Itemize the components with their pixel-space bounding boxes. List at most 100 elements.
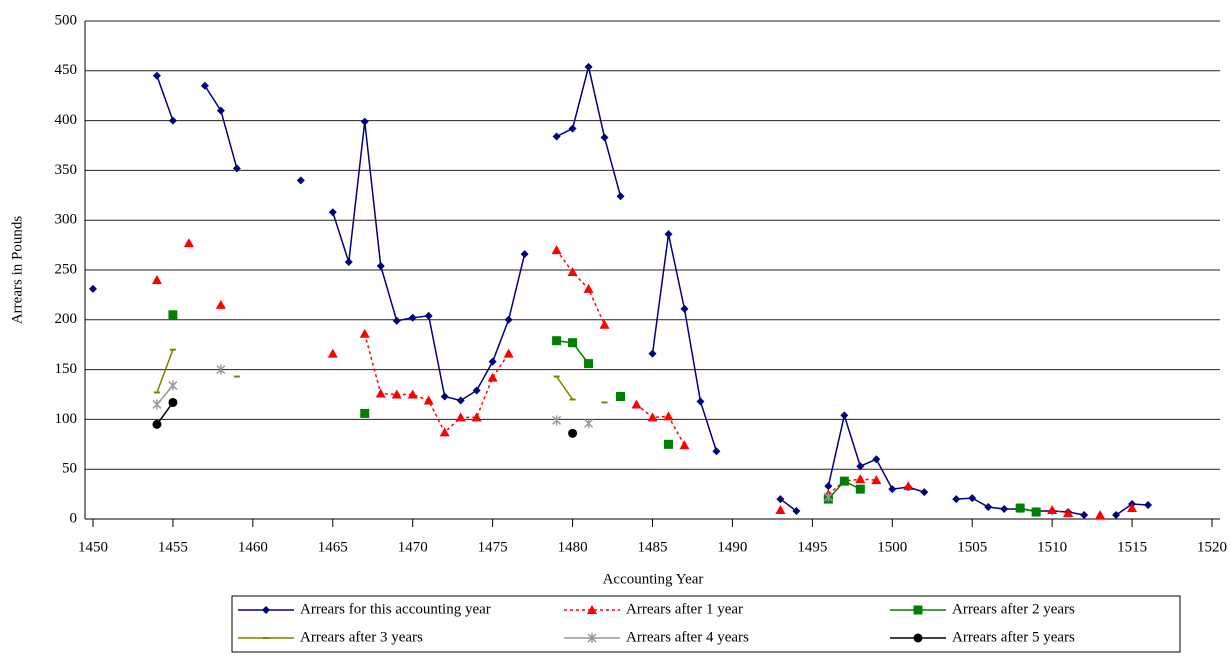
marker [913, 633, 923, 643]
series-line [556, 339, 1037, 513]
marker [503, 348, 514, 358]
marker [1000, 505, 1009, 514]
marker [360, 117, 369, 126]
marker [168, 397, 178, 407]
marker [872, 455, 881, 464]
marker [487, 372, 498, 382]
marker [488, 357, 497, 366]
marker [679, 440, 690, 450]
legend-box [231, 595, 1181, 653]
marker [151, 274, 162, 284]
marker [616, 192, 625, 201]
x-tick-label: 1485 [638, 539, 668, 555]
y-tick-label: 200 [55, 311, 78, 327]
marker [471, 412, 482, 422]
marker [152, 419, 162, 429]
x-tick-label: 1455 [158, 539, 188, 555]
marker [600, 133, 609, 142]
y-tick-label: 400 [55, 112, 78, 128]
marker [631, 399, 642, 409]
y-tick-label: 50 [62, 461, 77, 477]
marker [663, 411, 674, 421]
marker [855, 484, 865, 494]
series-line [365, 250, 1132, 513]
marker [440, 392, 449, 401]
marker [344, 258, 353, 267]
marker [984, 503, 993, 512]
marker [855, 474, 866, 484]
x-tick-label: 1465 [318, 539, 348, 555]
marker [327, 348, 338, 358]
x-axis-label: Accounting Year [603, 571, 704, 587]
marker [647, 412, 658, 422]
marker [584, 359, 594, 369]
marker [584, 418, 594, 429]
marker [776, 495, 785, 504]
x-tick-label: 1515 [1117, 539, 1147, 555]
marker [1031, 507, 1041, 517]
marker [359, 328, 370, 338]
marker [424, 311, 433, 320]
marker [520, 250, 529, 259]
legend-label: Arrears after 3 years [300, 629, 423, 645]
marker [1144, 501, 1153, 510]
series-line [157, 386, 828, 498]
x-tick-label: 1495 [797, 539, 827, 555]
marker [775, 505, 786, 515]
y-tick-label: 250 [55, 261, 78, 277]
marker [663, 439, 673, 449]
marker [455, 412, 466, 422]
marker [183, 238, 194, 248]
marker [552, 415, 562, 426]
marker [472, 386, 481, 395]
x-tick-label: 1480 [558, 539, 588, 555]
marker [200, 81, 209, 90]
marker [232, 164, 241, 173]
series-line [156, 66, 1149, 516]
marker [792, 507, 801, 516]
marker [824, 482, 833, 491]
marker [262, 606, 270, 614]
marker [296, 176, 305, 185]
x-tick-label: 1470 [398, 539, 428, 555]
marker [648, 349, 657, 358]
marker [1063, 508, 1074, 518]
marker [152, 71, 161, 80]
marker [1095, 510, 1106, 520]
marker [952, 495, 961, 504]
y-tick-label: 100 [55, 411, 78, 427]
marker [712, 447, 721, 456]
x-tick-label: 1450 [78, 539, 108, 555]
marker [568, 338, 578, 348]
marker [552, 336, 562, 346]
y-tick-label: 500 [55, 12, 78, 28]
marker [504, 315, 513, 324]
legend-label: Arrears after 2 years [952, 601, 1075, 617]
x-tick-label: 1460 [238, 539, 268, 555]
marker [168, 310, 178, 320]
marker [88, 284, 97, 293]
marker [568, 428, 578, 438]
marker [408, 313, 417, 322]
marker [1047, 505, 1058, 515]
marker [552, 132, 561, 141]
y-tick-label: 0 [70, 510, 78, 526]
marker [1112, 511, 1121, 520]
marker [551, 245, 562, 255]
marker [215, 299, 226, 309]
marker [375, 388, 386, 398]
marker [567, 266, 578, 276]
marker [664, 230, 673, 239]
y-tick-label: 350 [55, 162, 78, 178]
y-axis-label: Arrears in Pounds [9, 216, 25, 324]
marker [587, 633, 597, 643]
marker [871, 475, 882, 485]
x-tick-label: 1500 [877, 539, 907, 555]
x-tick-label: 1475 [478, 539, 508, 555]
marker [680, 304, 689, 313]
y-tick-label: 150 [55, 361, 78, 377]
marker [1080, 511, 1089, 520]
marker [584, 62, 593, 71]
legend-label: Arrears after 5 years [952, 629, 1075, 645]
